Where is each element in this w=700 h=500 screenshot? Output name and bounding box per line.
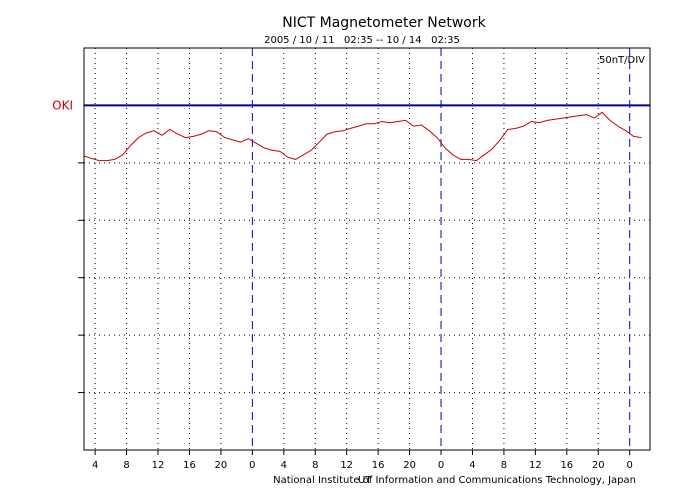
chart-subtitle: 2005 / 10 / 11 02:35 -- 10 / 14 02:35 (264, 35, 460, 46)
x-tick-label-52: 4 (469, 460, 475, 471)
x-tick-label-20: 20 (215, 460, 228, 471)
x-tick-label-44: 20 (403, 460, 416, 471)
x-tick-label-64: 16 (560, 460, 573, 471)
x-tick-label-12: 12 (152, 460, 165, 471)
grid (78, 48, 650, 450)
series-line-oki (83, 111, 642, 162)
scale-label: 50nT/DIV (599, 55, 645, 66)
x-tick-label-48: 0 (438, 460, 444, 471)
x-tick-label-16: 16 (183, 460, 196, 471)
x-tick-label-24: 0 (249, 460, 255, 471)
x-tick-label-8: 8 (123, 460, 129, 471)
x-tick-label-28: 4 (281, 460, 287, 471)
station-label-oki: OKI (52, 98, 73, 112)
day-boundary-lines (251, 48, 631, 450)
x-axis: 4 8 12 16 20 0 4 8 12 16 20 0 4 8 12 16 20 0 (92, 450, 633, 471)
x-tick-label-32: 8 (312, 460, 318, 471)
x-tick-label-60: 12 (529, 460, 542, 471)
plot-frame (83, 47, 651, 451)
x-tick-label-4: 4 (92, 460, 98, 471)
footer-credit: National Institute of Information and Co… (273, 475, 636, 486)
x-tick-label-40: 16 (372, 460, 385, 471)
x-tick-label-36: 12 (340, 460, 353, 471)
x-tick-label-56: 8 (501, 460, 507, 471)
chart-title: NICT Magnetometer Network (282, 15, 486, 31)
x-tick-label-68: 20 (592, 460, 605, 471)
x-tick-label-72: 0 (627, 460, 633, 471)
footer-ut-label: UT (358, 475, 372, 486)
